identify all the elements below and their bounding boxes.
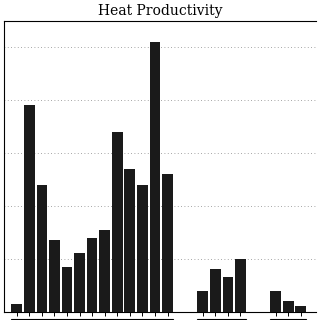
Bar bbox=[162, 174, 173, 312]
Bar bbox=[49, 240, 60, 312]
Bar bbox=[137, 185, 148, 312]
Bar bbox=[112, 132, 123, 312]
Bar bbox=[87, 238, 98, 312]
Bar bbox=[62, 267, 72, 312]
Title: Heat Productivity: Heat Productivity bbox=[98, 4, 222, 18]
Bar bbox=[235, 259, 246, 312]
Bar bbox=[283, 301, 293, 312]
Bar bbox=[222, 277, 233, 312]
Bar bbox=[36, 185, 47, 312]
Bar bbox=[197, 291, 208, 312]
Bar bbox=[100, 230, 110, 312]
Bar bbox=[270, 291, 281, 312]
FancyBboxPatch shape bbox=[197, 319, 246, 320]
Bar bbox=[295, 306, 306, 312]
Bar bbox=[210, 269, 220, 312]
Bar bbox=[74, 253, 85, 312]
Bar bbox=[12, 304, 22, 312]
FancyBboxPatch shape bbox=[270, 319, 306, 320]
FancyBboxPatch shape bbox=[12, 319, 173, 320]
Bar bbox=[24, 105, 35, 312]
Bar bbox=[124, 169, 135, 312]
Bar bbox=[150, 42, 160, 312]
